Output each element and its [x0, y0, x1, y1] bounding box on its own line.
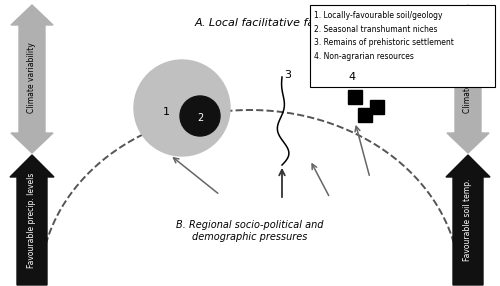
Polygon shape: [11, 5, 53, 153]
Text: 1. Locally-favourable soil/geology
2. Seasonal transhumant niches
3. Remains of : 1. Locally-favourable soil/geology 2. Se…: [314, 11, 454, 61]
Text: Climate variability: Climate variability: [28, 43, 36, 113]
Bar: [358, 108, 372, 122]
Circle shape: [180, 96, 220, 136]
Text: Favourable precip. levels: Favourable precip. levels: [28, 172, 36, 268]
Text: Climate variability: Climate variability: [464, 43, 472, 113]
Text: Favourable soil temp.: Favourable soil temp.: [464, 179, 472, 261]
FancyBboxPatch shape: [310, 5, 495, 87]
Text: 3: 3: [284, 70, 291, 80]
Text: 2: 2: [197, 113, 203, 123]
Polygon shape: [446, 155, 490, 285]
Polygon shape: [10, 155, 54, 285]
Polygon shape: [447, 5, 489, 153]
Bar: [348, 90, 362, 104]
Text: B. Regional socio-political and
demographic pressures: B. Regional socio-political and demograp…: [176, 220, 324, 242]
Text: 1: 1: [162, 107, 170, 117]
Bar: [370, 100, 384, 114]
Text: A. Local facilitative factors: A. Local facilitative factors: [195, 18, 343, 28]
Circle shape: [134, 60, 230, 156]
Text: 4: 4: [348, 72, 356, 82]
